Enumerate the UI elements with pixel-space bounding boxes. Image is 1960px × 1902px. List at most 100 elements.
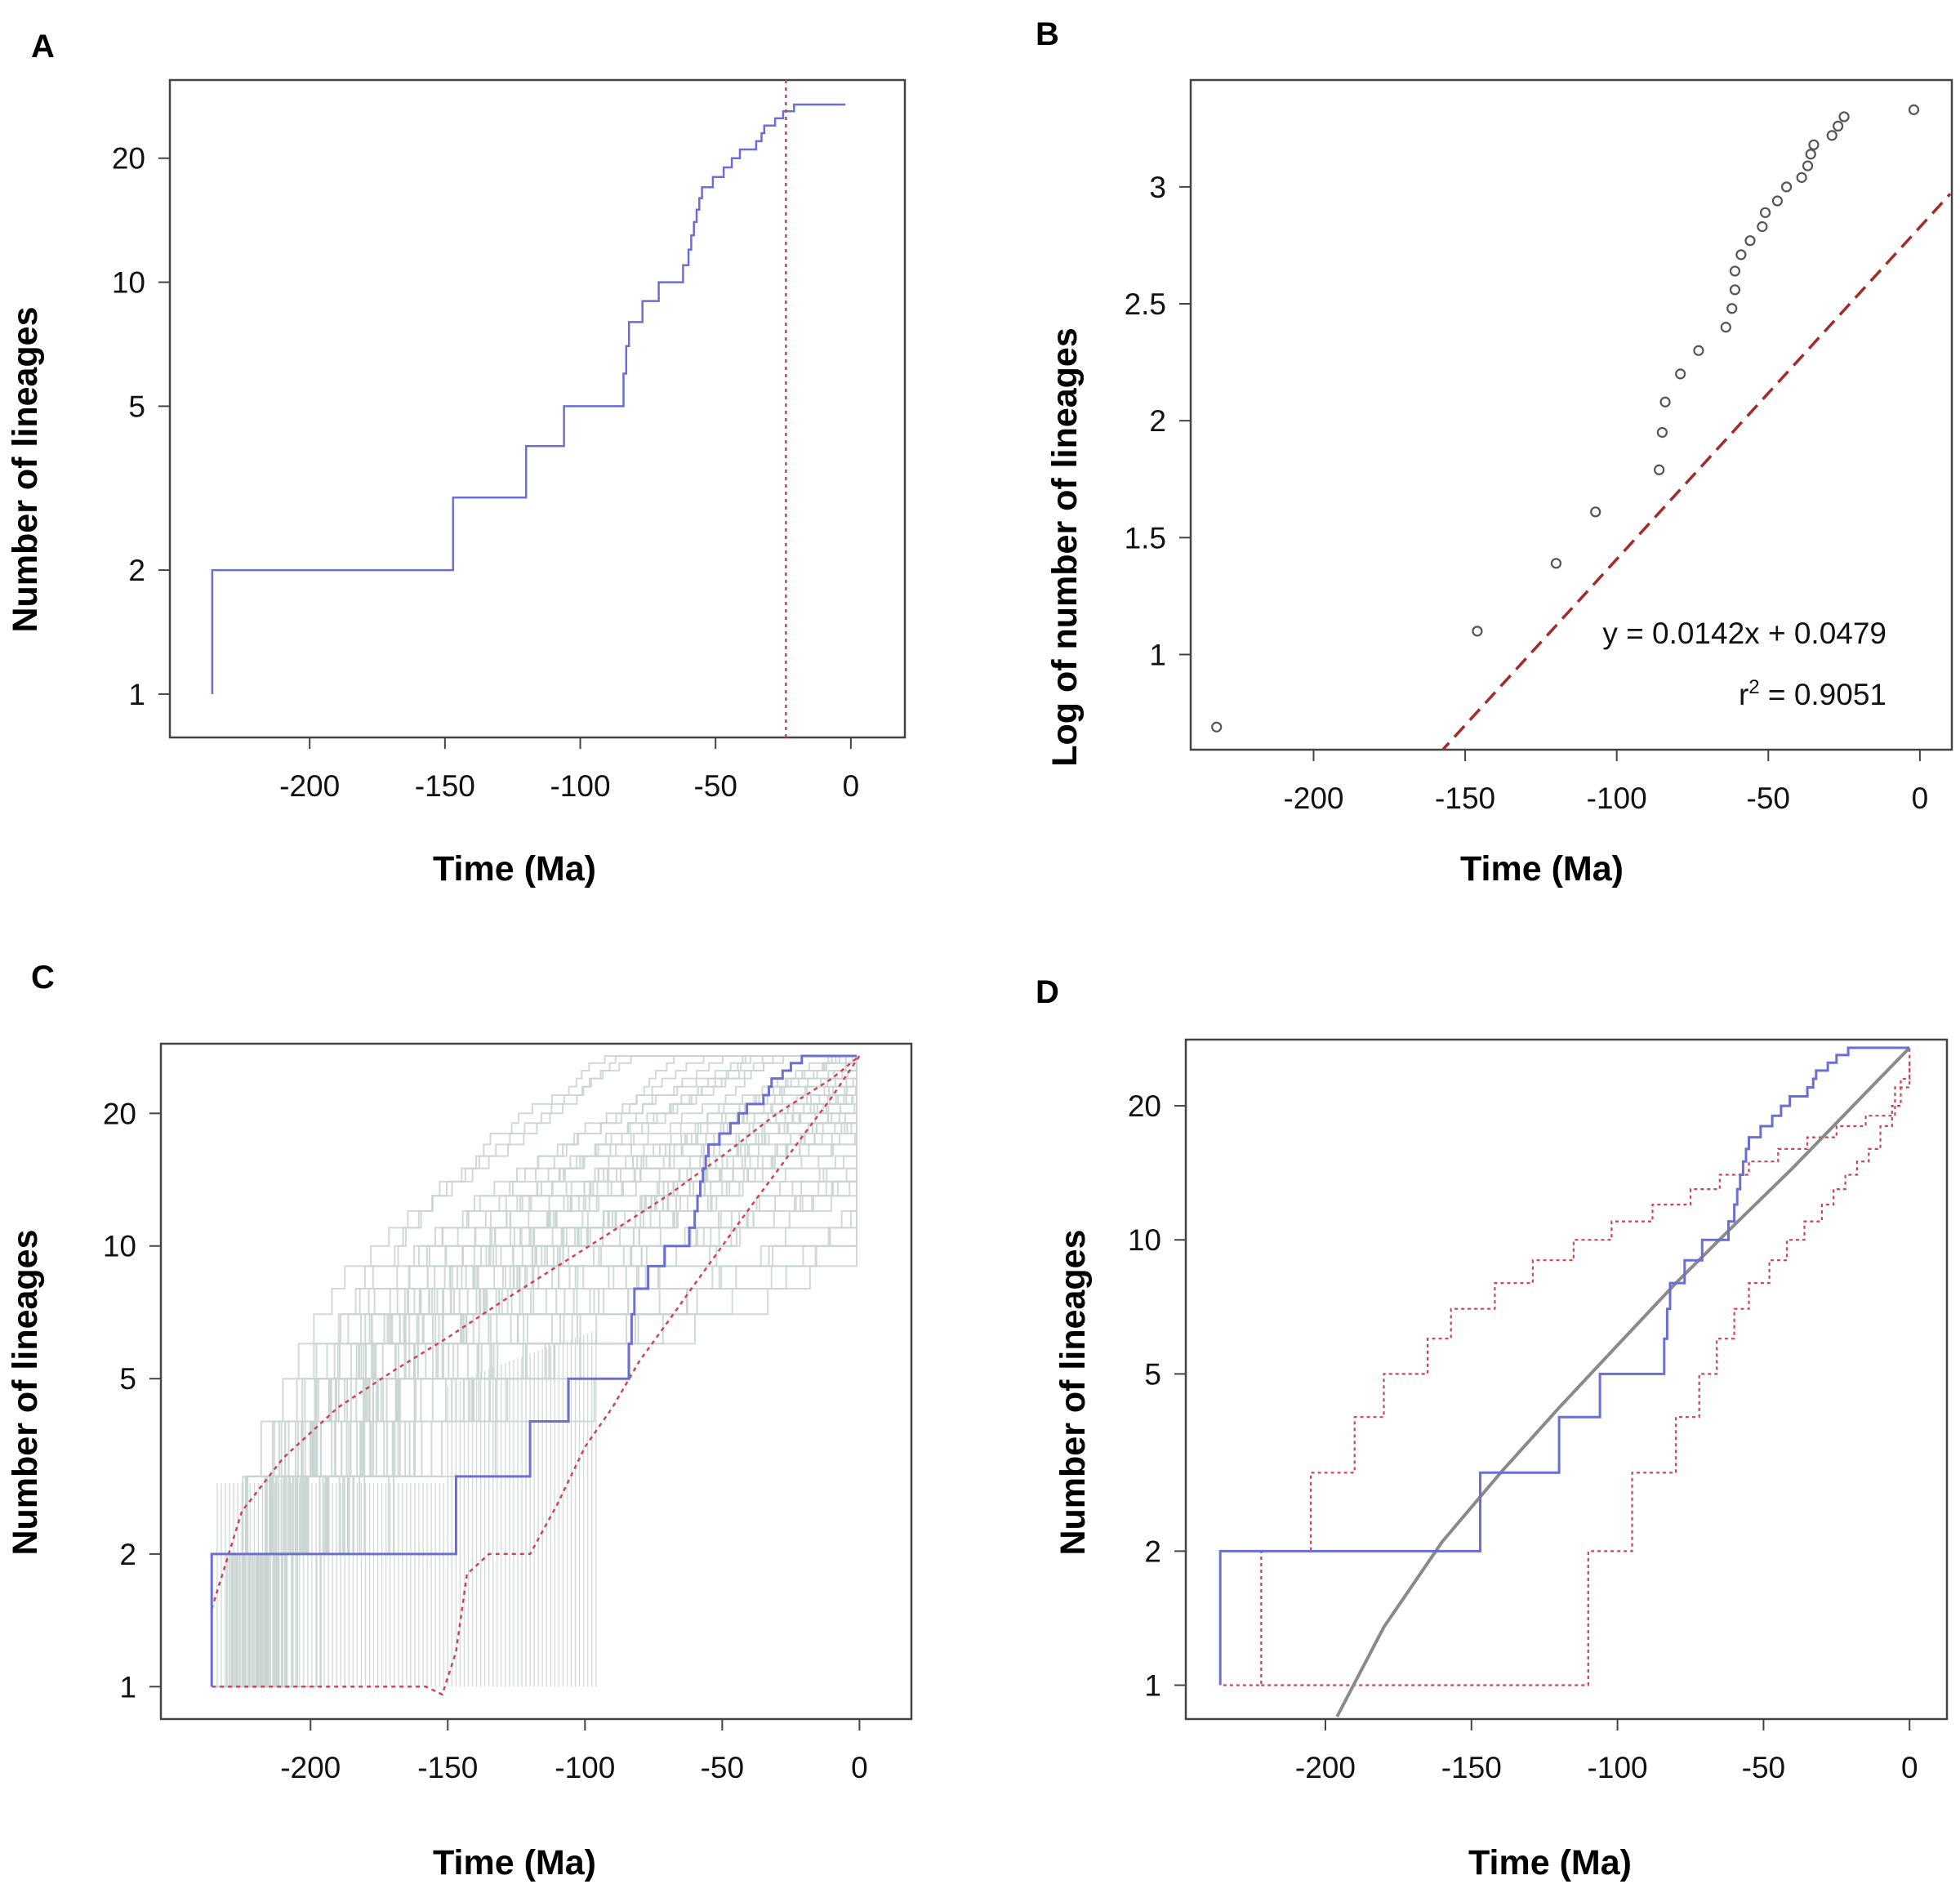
panel-letter: B [1036,16,1059,52]
simulated-ltt-line [213,1055,857,1688]
regression-line [1441,193,1952,750]
y-tick-label: 1 [119,1670,136,1704]
plot-area [210,1054,861,1696]
simulated-ltt-line [225,1056,858,1688]
panel-a: A -200 -150 -100 -50 0 1 2 5 10 20 Time (Ma) Number … [6,29,906,889]
x-tick-label: -50 [1747,782,1790,815]
simulated-ltt-line [225,1056,858,1688]
y-tick-label: 1 [1144,1669,1161,1703]
simulated-ltt-line [213,1056,858,1688]
observed-ltt-line [1218,1046,1910,1686]
x-axis-title: Time (Ma) [433,1843,596,1882]
y-tick-label: 2.5 [1125,287,1166,321]
plot-frame [159,1042,913,1721]
data-point [1802,160,1814,171]
y-tick-label: 5 [128,390,145,423]
lower-ci-curve [212,1055,861,1696]
x-tick-label: 0 [843,769,860,803]
x-tick-label: 0 [851,1751,868,1784]
upper-ci-step [1223,1048,1911,1686]
x-tick-label: -200 [1295,1751,1356,1784]
x-tick-label: -50 [701,1751,744,1784]
y-tick-label: 20 [103,1097,136,1130]
regression-equation: y = 0.0142x + 0.0479 [1602,617,1886,650]
x-tick-label: -150 [1441,1751,1502,1784]
simulated-ltt-cloud [212,1055,858,1688]
y-tick-label: 1 [1149,638,1166,671]
x-tick-label: -100 [1588,1751,1648,1784]
simulated-ltt-line [220,1055,857,1688]
upper-ci-curve [211,1055,861,1610]
data-point [1656,426,1668,439]
panel-b: B -200 -150 -100 -50 0 1 1.5 2 2.5 3 Time (Ma) Log o… [1036,16,1953,889]
y-tick-label: 10 [112,266,145,300]
panel-c: C -200 -150 -100 -50 0 1 2 5 10 20 Time (Ma) Number … [6,960,913,1882]
data-point [1833,120,1844,131]
y-axis-title: Log of number of lineages [1045,327,1085,767]
expected-curve [1335,1046,1911,1717]
x-tick-label: -50 [693,769,737,803]
x-axis-title: Time (Ma) [1460,849,1624,889]
data-point [1805,149,1816,160]
y-tick-label: 2 [128,554,145,587]
y-tick-label: 10 [1128,1223,1161,1257]
plot-area [211,80,846,737]
data-point [1796,171,1807,183]
panel-d: D -200 -150 -100 -50 0 1 2 5 10 20 Time (Ma) Number … [1036,974,1949,1882]
data-point [1211,721,1223,733]
data-point [1550,558,1562,569]
y-tick-label: 1.5 [1125,521,1166,555]
y-tick-label: 10 [103,1230,136,1263]
x-tick-label: -150 [415,769,475,803]
simulated-ltt-line [216,1056,858,1688]
simulated-ltt-line [222,1056,858,1688]
data-point [1757,220,1768,233]
data-point [1759,207,1771,218]
data-point [1726,303,1738,314]
data-point [1744,235,1756,247]
data-point [1654,464,1665,475]
panel-letter: C [31,960,55,996]
x-tick-label: -200 [280,1751,341,1784]
observed-ltt-line [210,1054,857,1687]
x-tick-label: -150 [417,1751,478,1784]
x-tick-label: -100 [555,1751,615,1784]
data-point [1735,249,1747,261]
y-tick-label: 1 [128,678,145,711]
x-tick-label: -200 [279,769,340,803]
data-point [1472,626,1483,637]
simulated-ltt-line [223,1056,858,1688]
data-point [1720,322,1731,333]
data-point [1908,104,1920,115]
x-tick-label: -200 [1283,782,1343,815]
data-point [1808,139,1820,150]
y-tick-label: 3 [1149,171,1166,204]
simulated-ltt-line [225,1055,857,1688]
y-tick-label: 2 [119,1538,136,1571]
y-tick-label: 20 [112,142,145,176]
simulated-ltt-line [214,1056,858,1688]
simulated-ltt-line [215,1056,858,1688]
y-tick-label: 20 [1128,1089,1161,1123]
plot-area [1218,1046,1911,1717]
x-tick-label: -100 [1587,782,1647,815]
data-point [1780,181,1793,193]
x-tick-label: -50 [1742,1751,1785,1784]
simulated-ltt-line [222,1056,858,1688]
plot-area [1211,104,1952,750]
y-axis-title: Number of lineages [1054,1229,1093,1555]
simulated-ltt-line [223,1056,858,1688]
data-point [1729,265,1741,277]
plot-frame [1184,1038,1949,1721]
y-tick-label: 2 [1144,1535,1161,1568]
simulated-ltt-line [223,1056,858,1688]
x-tick-label: -150 [1435,782,1495,815]
y-tick-label: 2 [1149,404,1166,438]
data-point [1771,195,1784,207]
data-point [1838,111,1850,122]
observed-ltt-line [211,103,846,694]
data-point [1693,345,1704,356]
x-tick-label: -100 [550,769,610,803]
data-point [1659,396,1671,408]
